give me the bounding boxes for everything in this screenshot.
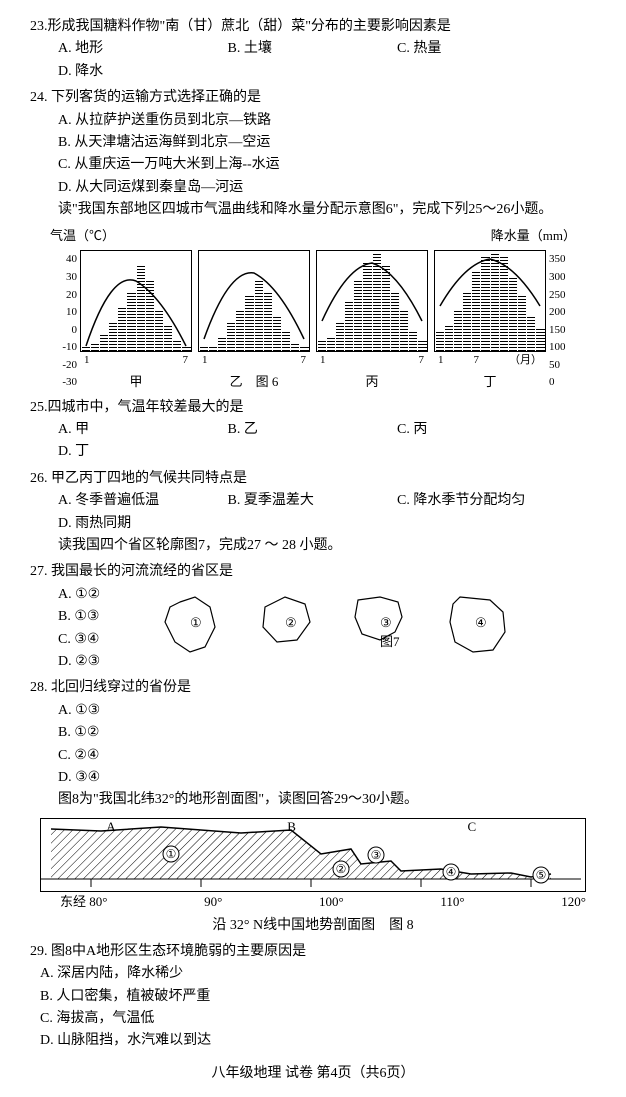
svg-text:④: ④ — [475, 615, 487, 630]
q29: 29. 图8中A地形区生态环境脆弱的主要原因是 A. 深居内陆，降水稀少 B. … — [30, 941, 596, 1053]
q28-options: A. ①③ B. ①② C. ②④ D. ③④ — [30, 700, 370, 790]
q29-opt-a: A. 深居内陆，降水稀少 — [30, 963, 323, 985]
q24-intro: 读"我国东部地区四城市气温曲线和降水量分配示意图6"，完成下列25～26小题。 — [30, 199, 596, 221]
lon-110: 110° — [440, 892, 464, 913]
precip-axis-label: 降水量（mm） — [491, 226, 576, 247]
climate-chart-丙: 17丙 — [316, 250, 428, 392]
q25-stem: 25.四城市中，气温年较差最大的是 — [30, 397, 596, 419]
svg-text:②: ② — [336, 862, 347, 876]
svg-text:②: ② — [285, 615, 297, 630]
q26-opt-a: A. 冬季普遍低温 — [30, 490, 200, 512]
q29-options: A. 深居内陆，降水稀少 B. 人口密集，植被破坏严重 C. 海拔高，气温低 D… — [30, 963, 596, 1053]
fig6-charts-row: 403020100-10-20-3017甲17乙 图 617丙350300250… — [30, 250, 596, 392]
q25-opt-d: D. 丁 — [30, 441, 200, 463]
fig8: A B C ①②③④⑤ 东经 80° 90° 100° 110° 120° 沿 … — [30, 818, 596, 937]
q26-options: A. 冬季普遍低温 B. 夏季温差大 C. 降水季节分配均匀 D. 雨热同期 — [30, 490, 596, 535]
climate-chart-丁: 35030025020015010050017（月）丁 — [434, 250, 546, 392]
q24-opt-b: B. 从天津塘沽运海鲜到北京—空运 — [30, 132, 341, 154]
q28-stem: 28. 北回归线穿过的省份是 — [30, 677, 596, 699]
q24-stem: 24. 下列客货的运输方式选择正确的是 — [30, 87, 596, 109]
svg-text:①: ① — [166, 847, 177, 861]
q26-opt-c: C. 降水季节分配均匀 — [369, 490, 539, 512]
q27-opt-a: A. ①② — [30, 584, 150, 606]
fig7-svg: ① ② ③ ④ — [150, 584, 550, 664]
q25-opt-a: A. 甲 — [30, 419, 200, 441]
q23-opt-a: A. 地形 — [30, 38, 200, 60]
svg-text:③: ③ — [380, 615, 392, 630]
q26-opt-d: D. 雨热同期 — [30, 513, 200, 535]
q25-opt-c: C. 丙 — [369, 419, 539, 441]
q25-options: A. 甲 B. 乙 C. 丙 D. 丁 — [30, 419, 596, 464]
q28: 28. 北回归线穿过的省份是 A. ①③ B. ①② C. ②④ D. ③④ 图… — [30, 677, 596, 811]
q25: 25.四城市中，气温年较差最大的是 A. 甲 B. 乙 C. 丙 D. 丁 — [30, 397, 596, 464]
q26: 26. 甲乙丙丁四地的气候共同特点是 A. 冬季普遍低温 B. 夏季温差大 C.… — [30, 468, 596, 558]
q24-opt-d: D. 从大同运煤到秦皇岛—河运 — [30, 177, 341, 199]
q27-stem: 27. 我国最长的河流流经的省区是 — [30, 561, 596, 583]
svg-text:⑤: ⑤ — [536, 868, 547, 882]
q23-options: A. 地形 B. 土壤 C. 热量 D. 降水 — [30, 38, 596, 83]
lon-120: 120° — [561, 892, 586, 913]
q27: 27. 我国最长的河流流经的省区是 A. ①② B. ①③ C. ③④ D. ②… — [30, 561, 596, 673]
lon-80: 东经 80° — [60, 892, 107, 913]
q23: 23.形成我国糖料作物"南（甘）蔗北（甜）菜"分布的主要影响因素是 A. 地形 … — [30, 16, 596, 83]
q27-opt-d: D. ②③ — [30, 651, 150, 673]
q28-intro: 图8为"我国北纬32°的地形剖面图"，读图回答29～30小题。 — [30, 789, 596, 811]
temp-axis-label: 气温（℃） — [50, 226, 115, 247]
page-footer: 八年级地理 试卷 第4页（共6页） — [30, 1063, 596, 1085]
fig7-caption: 图7 — [380, 632, 400, 653]
q26-opt-b: B. 夏季温差大 — [200, 490, 370, 512]
q24: 24. 下列客货的运输方式选择正确的是 A. 从拉萨护送重伤员到北京—铁路 B.… — [30, 87, 596, 221]
q26-stem: 26. 甲乙丙丁四地的气候共同特点是 — [30, 468, 596, 490]
svg-text:④: ④ — [446, 865, 457, 879]
climate-chart-乙: 17乙 图 6 — [198, 250, 310, 392]
q23-opt-c: C. 热量 — [369, 38, 539, 60]
q28-opt-c: C. ②④ — [30, 745, 228, 767]
q23-opt-d: D. 降水 — [30, 61, 200, 83]
q24-opt-c: C. 从重庆运一万吨大米到上海--水运 — [30, 154, 341, 176]
q29-opt-d: D. 山脉阻挡，水汽难以到达 — [30, 1030, 323, 1052]
svg-text:③: ③ — [371, 848, 382, 862]
fig7: ① ② ③ ④ 图7 — [150, 584, 596, 674]
q28-opt-d: D. ③④ — [30, 767, 228, 789]
q24-options: A. 从拉萨护送重伤员到北京—铁路 B. 从天津塘沽运海鲜到北京—空运 C. 从… — [30, 110, 596, 200]
lon-90: 90° — [204, 892, 222, 913]
q29-opt-b: B. 人口密集，植被破坏严重 — [30, 986, 323, 1008]
q25-opt-b: B. 乙 — [200, 419, 370, 441]
q28-opt-b: B. ①② — [30, 722, 228, 744]
fig8-lons: 东经 80° 90° 100° 110° 120° — [30, 892, 596, 913]
fig6-block: 气温（℃） 降水量（mm） 403020100-10-20-3017甲17乙 图… — [30, 226, 596, 393]
q29-opt-c: C. 海拔高，气温低 — [30, 1008, 323, 1030]
q24-opt-a: A. 从拉萨护送重伤员到北京—铁路 — [30, 110, 341, 132]
q26-intro: 读我国四个省区轮廓图7，完成27 ～ 28 小题。 — [30, 535, 596, 557]
svg-text:①: ① — [190, 615, 202, 630]
q23-opt-b: B. 土壤 — [200, 38, 370, 60]
q28-opt-a: A. ①③ — [30, 700, 228, 722]
q29-stem: 29. 图8中A地形区生态环境脆弱的主要原因是 — [30, 941, 596, 963]
q23-stem: 23.形成我国糖料作物"南（甘）蔗北（甜）菜"分布的主要影响因素是 — [30, 16, 596, 38]
lon-100: 100° — [319, 892, 344, 913]
climate-chart-甲: 403020100-10-20-3017甲 — [80, 250, 192, 392]
fig8-svg: ① ② ③ ④ ⑤ — [41, 819, 581, 891]
q27-opt-c: C. ③④ — [30, 629, 150, 651]
fig6-axis-titles: 气温（℃） 降水量（mm） — [50, 226, 576, 247]
q27-opt-b: B. ①③ — [30, 606, 150, 628]
